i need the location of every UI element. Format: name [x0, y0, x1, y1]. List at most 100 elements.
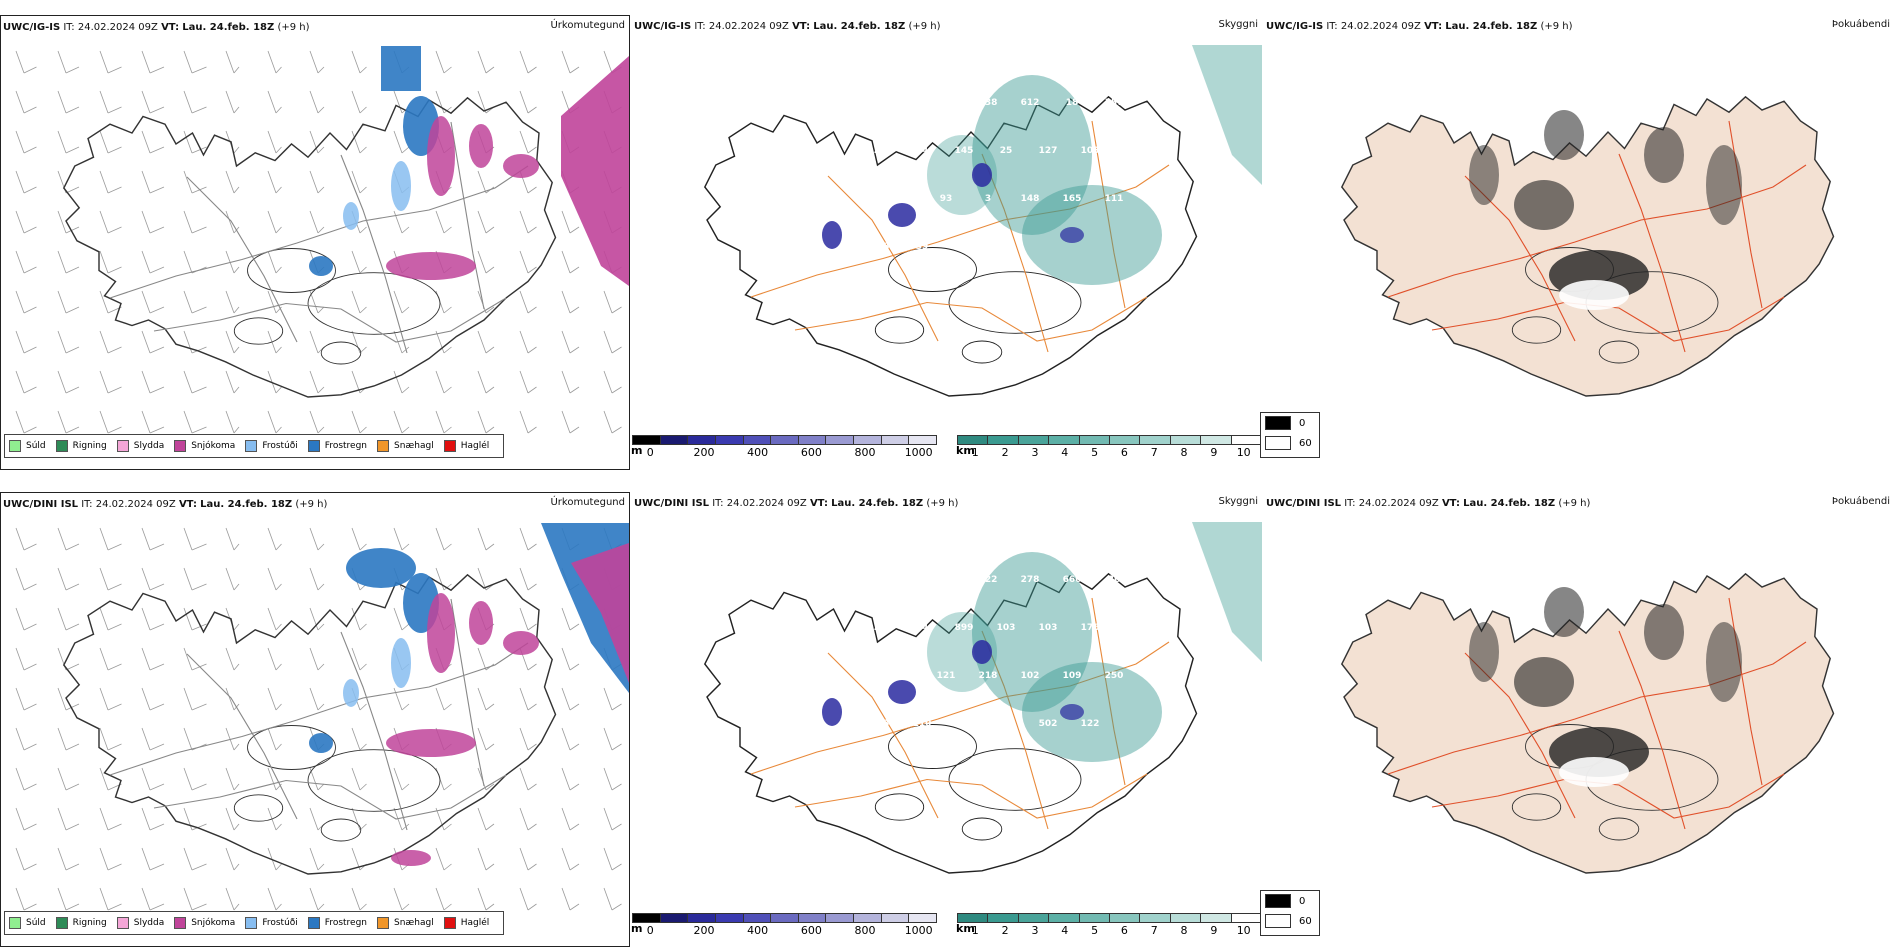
legend-label: Snjókoma — [191, 918, 236, 928]
wind-barb — [183, 290, 207, 314]
ceiling-value-label: 250 — [1105, 671, 1124, 681]
colorbar-tick-label: 800 — [854, 924, 876, 937]
fog-shade — [1644, 127, 1684, 183]
panel-precip-type-r1: UWC/IG-IS IT: 24.02.2024 09Z VT: Lau. 24… — [0, 15, 630, 470]
snow-area — [427, 116, 455, 196]
glacier-outline — [874, 316, 925, 344]
wind-barb — [57, 647, 80, 671]
colorbar-cell — [1201, 914, 1232, 922]
wind-barb — [15, 250, 37, 274]
colorbar-tick-label: 6 — [1120, 446, 1128, 459]
road-line — [153, 297, 507, 343]
ceiling-colorbar: m 0 200 400 600 800 1000 — [631, 913, 937, 937]
wind-barb — [99, 370, 122, 394]
wind-barb — [477, 767, 495, 791]
glacier-outline — [320, 818, 362, 842]
colorbar-cell — [1079, 914, 1111, 922]
wind-barb — [141, 767, 165, 791]
glacier-outline — [948, 748, 1082, 811]
wind-barb — [57, 290, 80, 314]
wind-barb — [225, 887, 240, 911]
panel-title: UWC/DINI ISL IT: 24.02.2024 09Z VT: Lau.… — [634, 498, 959, 509]
wind-barb — [519, 130, 537, 154]
snow-area — [503, 631, 539, 655]
ceiling-value-label: 329 — [853, 98, 872, 108]
ceiling-value-label: 115 — [895, 671, 914, 681]
fog-free-area — [1559, 280, 1629, 310]
colorbar-cell — [881, 436, 910, 444]
precip-legend-item: Rigning — [55, 440, 107, 452]
wind-barb — [519, 767, 537, 791]
wind-barb — [225, 807, 240, 831]
wind-barb — [435, 887, 452, 911]
ceiling-value-label: 148 — [1021, 194, 1040, 204]
road-line — [750, 641, 1170, 775]
road-line — [827, 652, 939, 819]
ceiling-value-label: 660 — [1063, 575, 1082, 585]
wind-barb — [435, 527, 452, 551]
wind-barb — [351, 727, 367, 751]
wind-barb — [141, 250, 165, 274]
wind-barb — [309, 410, 325, 434]
coastline — [1340, 95, 1835, 397]
wind-barb — [99, 50, 122, 74]
wind-barb — [57, 250, 80, 274]
road-line — [827, 175, 939, 342]
road-line — [109, 165, 529, 299]
wind-barb — [351, 607, 367, 631]
wind-barb — [351, 410, 367, 434]
colorbar-cell — [688, 914, 716, 922]
colorbar-tick-label: 10 — [1236, 924, 1251, 937]
wind-barb — [57, 130, 80, 154]
wind-barb — [141, 887, 165, 911]
road-line — [794, 773, 1148, 819]
legend-label: Súld — [26, 918, 46, 928]
wind-barb — [561, 50, 580, 74]
colorbar-tick-label: 1000 — [904, 446, 933, 459]
wind-barb — [393, 887, 410, 911]
wind-barb — [519, 687, 537, 711]
wind-barb — [225, 647, 240, 671]
ceiling-value-label: 3 — [985, 194, 991, 204]
wind-barb — [15, 410, 37, 434]
road-line — [1618, 153, 1686, 353]
colorbar-cell — [798, 436, 827, 444]
wind-barb — [309, 50, 325, 74]
wind-barb — [141, 687, 165, 711]
panel-type-label: Þokuábendi — [1831, 19, 1890, 30]
wind-barb — [141, 330, 165, 354]
colorbar-cell — [1140, 436, 1171, 444]
colorbar-tick-label: 1 — [971, 924, 979, 937]
ceiling-value-label: 18 — [1066, 98, 1079, 108]
wind-barb — [309, 847, 325, 871]
wind-barb — [561, 410, 580, 434]
wind-barb — [477, 887, 495, 911]
wind-barb — [15, 90, 37, 114]
wind-barb — [351, 50, 367, 74]
colorbar-tick-label: 8 — [1180, 446, 1188, 459]
wind-barb — [57, 727, 80, 751]
wind-barb — [99, 130, 122, 154]
snow-area — [386, 252, 476, 280]
wind-barb — [183, 767, 207, 791]
ceiling-value-label: 110 — [913, 719, 932, 729]
colorbar-cell — [771, 914, 799, 922]
colorbar-cell — [688, 436, 716, 444]
wind-barb — [267, 687, 282, 711]
ceiling-value-label: 176 — [1081, 623, 1100, 633]
legend-label: Haglél — [460, 441, 490, 451]
wind-barb — [267, 527, 282, 551]
wind-barb — [57, 807, 80, 831]
ceiling-value-label: 288 — [853, 575, 872, 585]
wind-barb — [225, 527, 240, 551]
fog-legend-item: 0 — [1261, 891, 1319, 911]
ceiling-value-label: 278 — [1021, 575, 1040, 585]
ceiling-value-label: 122 — [1081, 719, 1100, 729]
wind-barb — [603, 687, 622, 711]
colorbar-cell — [1201, 436, 1232, 444]
wind-barb — [561, 807, 580, 831]
road-line — [450, 598, 485, 787]
colorbar-tick-label: 0 — [646, 924, 654, 937]
low-ceiling-area — [972, 163, 992, 187]
wind-barb — [393, 290, 410, 314]
